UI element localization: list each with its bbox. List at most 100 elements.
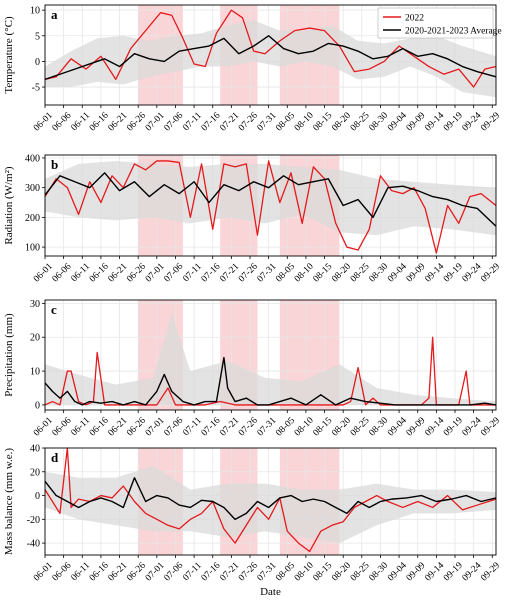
x-tick-label: 06-26	[125, 262, 148, 285]
x-tick-label: 07-11	[181, 262, 204, 285]
x-tick-label: 07-16	[200, 262, 223, 285]
panel-b: 100 200 300 400 06-0106-0606-1106-1606-2106-…	[3, 153, 502, 284]
x-tick-label: 09-29	[479, 262, 502, 285]
x-tick-label: 06-06	[51, 262, 74, 285]
x-tick-label: 08-05	[274, 416, 297, 439]
x-tick-label: 09-09	[405, 111, 428, 134]
x-tick-label: 09-14	[423, 111, 446, 134]
x-tick-label: 08-20	[330, 262, 353, 285]
y-tick-label: 30	[30, 299, 40, 310]
x-tick-label: 06-01	[32, 111, 55, 134]
x-tick-label: 06-21	[107, 416, 130, 439]
x-tick-label: 06-11	[70, 416, 93, 439]
x-tick-label: 07-11	[181, 416, 204, 439]
y-axis-label: Precipitation (mm)	[3, 313, 15, 397]
x-tick-label: 08-20	[330, 561, 353, 584]
x-tick-label: 06-01	[32, 561, 55, 584]
plot-frame	[44, 447, 497, 556]
x-tick-label: 09-14	[423, 416, 446, 439]
x-tick-label: 09-29	[479, 416, 502, 439]
y-tick-label: 20	[30, 333, 40, 344]
x-tick-label: 07-06	[163, 111, 186, 134]
x-tick-label: 06-16	[88, 262, 111, 285]
x-tick-label: 07-06	[163, 561, 186, 584]
y-tick-label: 200	[25, 213, 40, 224]
x-tick-label: 09-09	[405, 561, 428, 584]
x-tick-label: 08-05	[274, 111, 297, 134]
x-tick-label: 08-20	[330, 416, 353, 439]
variability-band	[45, 465, 496, 544]
series-average-line	[44, 477, 497, 521]
panel-letter: b	[51, 157, 58, 172]
x-tick-label: 06-21	[107, 262, 130, 285]
y-tick-label: 300	[25, 183, 40, 194]
x-tick-label: 08-30	[368, 561, 391, 584]
x-tick-label: 06-11	[70, 561, 93, 584]
x-tick-label: 08-10	[293, 561, 316, 584]
plot-frame	[44, 299, 497, 411]
panel-d: -40 -20 0 20 40 06-0106-0606-1106-1606-2106-2…	[3, 444, 502, 584]
x-tick-label: 07-31	[256, 111, 279, 134]
x-axis-label: Date	[260, 586, 281, 598]
x-tick-label: 07-16	[200, 416, 223, 439]
x-tick-label: 09-04	[386, 262, 409, 285]
y-tick-label: 10	[30, 367, 40, 378]
panel-letter: a	[51, 7, 58, 22]
x-tick-label: 06-16	[88, 416, 111, 439]
x-tick-label: 07-01	[144, 111, 167, 134]
x-tick-label: 07-06	[163, 416, 186, 439]
y-tick-label: -5	[32, 83, 40, 94]
x-tick-label: 07-16	[200, 561, 223, 584]
x-tick-label: 06-16	[88, 561, 111, 584]
x-tick-label: 08-25	[349, 262, 372, 285]
x-tick-label: 08-15	[312, 416, 335, 439]
x-tick-label: 08-05	[274, 262, 297, 285]
x-tick-label: 08-25	[349, 416, 372, 439]
x-tick-label: 08-15	[312, 111, 335, 134]
y-tick-label: 10	[30, 6, 40, 17]
x-tick-label: 09-19	[442, 561, 465, 584]
x-tick-label: 07-11	[181, 111, 204, 134]
x-tick-label: 09-29	[479, 111, 502, 134]
x-tick-label: 08-15	[312, 561, 335, 584]
x-tick-label: 08-30	[368, 416, 391, 439]
x-tick-label: 09-19	[442, 416, 465, 439]
x-tick-label: 09-24	[461, 262, 484, 285]
x-tick-label: 07-26	[237, 111, 260, 134]
x-tick-label: 06-21	[107, 111, 130, 134]
x-tick-label: 07-31	[256, 561, 279, 584]
y-tick-label: 0	[35, 491, 40, 502]
x-tick-label: 07-26	[237, 416, 260, 439]
x-tick-label: 08-30	[368, 111, 391, 134]
x-tick-label: 08-10	[293, 111, 316, 134]
x-tick-label: 09-04	[386, 416, 409, 439]
x-tick-label: 08-10	[293, 262, 316, 285]
x-tick-label: 06-11	[70, 262, 93, 285]
x-tick-label: 07-21	[218, 262, 241, 285]
x-tick-label: 07-21	[218, 111, 241, 134]
y-axis-label: Mass balance (mm w.e.)	[3, 448, 15, 555]
panel-c: 010203006-0106-0606-1106-1606-2106-2607-…	[3, 299, 502, 439]
y-axis-label: Temperature (°C)	[3, 16, 15, 94]
variability-band	[45, 160, 496, 236]
y-tick-label: 0	[35, 400, 40, 411]
legend-box	[377, 7, 494, 39]
x-tick-label: 09-09	[405, 262, 428, 285]
series-average-line	[44, 35, 497, 81]
y-tick-label: 400	[25, 153, 40, 164]
x-tick-label: 09-04	[386, 111, 409, 134]
x-tick-label: 09-19	[442, 111, 465, 134]
variability-band	[45, 313, 496, 405]
x-tick-label: 07-26	[237, 561, 260, 584]
x-tick-label: 09-14	[423, 262, 446, 285]
x-tick-label: 07-31	[256, 416, 279, 439]
legend-label-average: 2020-2021-2023 Average	[405, 27, 502, 37]
x-tick-label: 09-04	[386, 561, 409, 584]
x-tick-label: 08-10	[293, 416, 316, 439]
y-axis-label: Radiation (W/m²)	[3, 166, 15, 244]
panel-letter: d	[51, 450, 59, 465]
x-tick-label: 07-26	[237, 262, 260, 285]
panel-letter: c	[51, 302, 57, 317]
x-tick-label: 09-09	[405, 416, 428, 439]
